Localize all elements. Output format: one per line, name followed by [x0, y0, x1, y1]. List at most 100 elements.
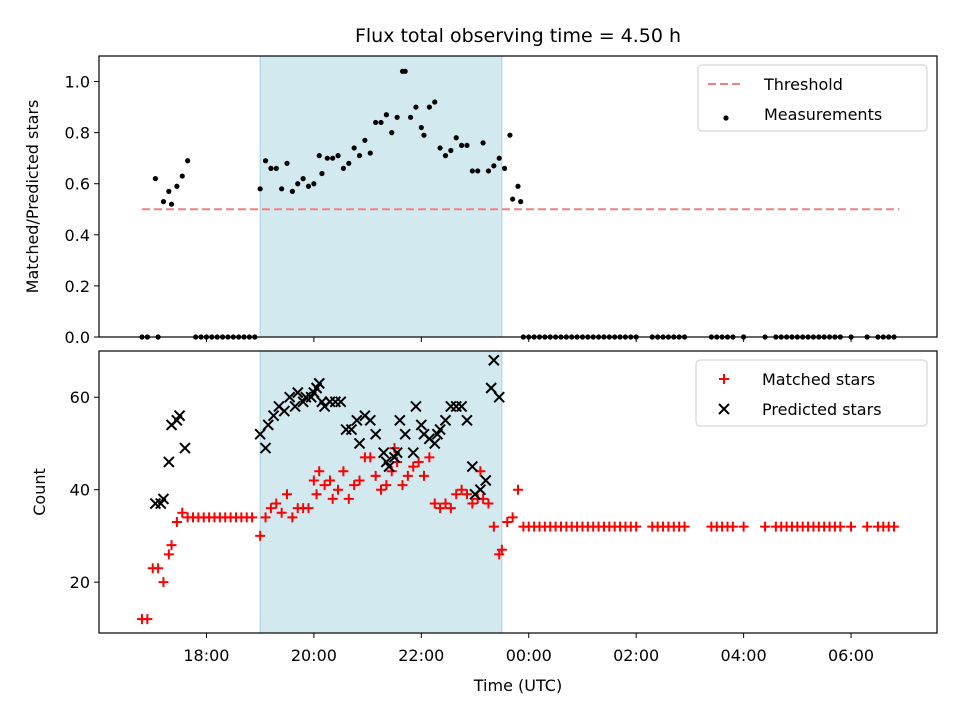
predicted-stars-point	[351, 414, 363, 427]
bottom-legend: Matched stars Predicted stars	[695, 359, 928, 427]
shaded-observing-window	[259, 55, 503, 338]
matched-stars-point	[889, 521, 900, 532]
matched-stars-point	[260, 512, 271, 523]
measurement-point	[262, 158, 269, 164]
matched-stars-point	[413, 456, 424, 467]
predicted-stars-point	[439, 414, 452, 427]
measurement-point	[407, 114, 414, 120]
measurement-point	[458, 142, 465, 149]
matched-stars-point	[142, 614, 153, 625]
x-tick-label: 02:00	[613, 646, 659, 665]
legend-label: Predicted stars	[762, 400, 882, 419]
measurement-point	[485, 168, 492, 174]
matched-stars-point	[282, 489, 293, 500]
measurement-point	[284, 160, 290, 166]
measurement-point	[160, 199, 167, 205]
matched-stars-point	[502, 517, 513, 528]
measurement-point	[319, 170, 325, 177]
matched-stars-point	[343, 493, 354, 504]
predicted-stars-point	[383, 460, 395, 473]
matched-stars-point	[381, 480, 392, 491]
measurement-point	[421, 132, 427, 138]
matched-stars-point	[397, 480, 408, 491]
legend-symbol	[723, 115, 729, 121]
predicted-stars-point	[179, 442, 191, 454]
predicted-stars-point	[292, 386, 304, 399]
predicted-stars-point	[353, 437, 366, 450]
matched-stars-point	[276, 507, 287, 518]
predicted-stars-point	[434, 423, 446, 436]
matched-stars-point	[461, 489, 472, 500]
measurement-point	[442, 153, 449, 159]
bottom-panel: 20 40 60 18:00 20:00 22:00 00:00 02:00 04:00 06:…	[30, 350, 938, 695]
predicted-stars-point	[407, 446, 419, 459]
matched-stars-point	[349, 480, 360, 491]
matched-stars-point	[408, 461, 419, 472]
matched-stars-point	[451, 489, 462, 500]
predicted-stars-point	[254, 428, 266, 440]
measurement-point	[311, 181, 317, 187]
measurement-point	[383, 112, 389, 118]
x-tick-label: 18:00	[183, 646, 229, 665]
top-legend: Threshold Measurements	[697, 64, 928, 132]
top-panel: 0.0 0.2 0.4 0.6 0.8 1.0 Flux total observing …	[23, 25, 938, 347]
bottom-y-axis-label: Count	[30, 468, 49, 516]
predicted-stars-point	[259, 442, 272, 454]
matched-stars-point	[456, 484, 467, 495]
matched-stars-point	[314, 466, 325, 477]
predicted-stars-point	[267, 410, 280, 422]
x-tick-label: 22:00	[398, 646, 444, 665]
measurement-point	[356, 153, 363, 159]
predicted-stars-point	[313, 377, 325, 390]
y-tick-label: 0.4	[65, 226, 90, 245]
matched-stars-point	[738, 521, 749, 532]
predicted-stars-point	[369, 428, 382, 440]
predicted-stars-point	[461, 414, 473, 427]
matched-stars-point	[440, 498, 451, 509]
predicted-stars-point	[278, 405, 291, 417]
x-tick-label: 00:00	[506, 646, 552, 665]
matched-stars-point	[370, 470, 381, 481]
matched-stars-point	[488, 521, 499, 532]
measurement-point	[335, 153, 341, 159]
matched-stars-point	[513, 484, 523, 495]
matched-stars-point	[166, 540, 177, 551]
matched-stars-point	[271, 498, 282, 509]
measurement-point	[185, 158, 191, 164]
matched-stars-point	[327, 493, 338, 504]
x-tick-label: 20:00	[291, 646, 337, 665]
measurement-point	[316, 153, 322, 159]
matched-stars-point	[507, 512, 518, 523]
matched-stars-point	[862, 521, 873, 532]
bottom-panel-frame	[98, 350, 938, 634]
bottom-y-ticks: 20 40 60	[70, 388, 99, 592]
matched-stars-point	[171, 517, 182, 528]
measurement-point	[510, 196, 516, 202]
matched-stars-point	[418, 470, 429, 481]
measurement-point	[289, 188, 295, 194]
predicted-stars-point	[391, 446, 403, 459]
measurement-point	[518, 199, 524, 205]
measurement-point	[515, 183, 521, 189]
x-axis-label: Time (UTC)	[473, 676, 562, 695]
predicted-stars-point	[377, 446, 390, 459]
y-tick-label: 60	[70, 388, 90, 407]
predicted-stars-point	[429, 437, 441, 450]
chart-title: Flux total observing time = 4.50 h	[355, 25, 681, 47]
measurement-point	[257, 186, 263, 192]
matched-stars-point	[429, 498, 440, 509]
predicted-stars-point	[335, 396, 347, 408]
predicted-stars-point	[415, 419, 428, 431]
predicted-stars-point	[480, 474, 492, 487]
legend-symbol	[719, 374, 729, 384]
matched-stars-point	[163, 549, 174, 560]
matched-stars-point	[424, 452, 435, 463]
measurement-point	[496, 155, 502, 161]
y-tick-label: 1.0	[65, 73, 90, 92]
matched-stars-point	[177, 507, 188, 518]
matched-stars-point	[338, 466, 349, 477]
y-tick-label: 0.0	[65, 328, 90, 347]
matched-stars-point	[265, 503, 276, 514]
predicted-stars-point	[399, 428, 411, 440]
